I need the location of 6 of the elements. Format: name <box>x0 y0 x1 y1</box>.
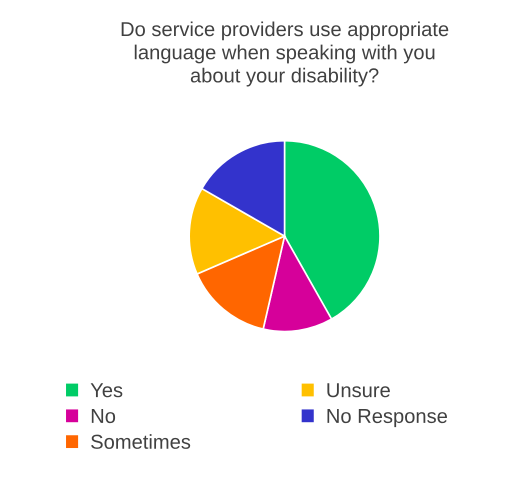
legend-label: No <box>92 409 116 424</box>
chart-title: Do service providers use appropriate language when speaking with you about your disability? <box>122 21 448 87</box>
legend-label: Yes <box>90 383 122 398</box>
legend-label: Unsure <box>327 383 390 398</box>
legend-label: No Response <box>327 409 447 428</box>
legend-label: Sometimes <box>91 434 190 449</box>
